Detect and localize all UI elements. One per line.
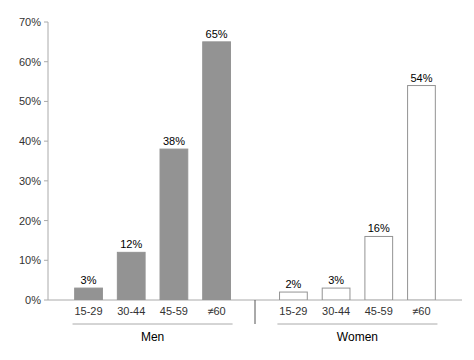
y-tick [44,300,48,301]
data-label: 3% [328,274,344,286]
group-bracket [73,324,233,325]
data-label: 54% [410,72,432,84]
y-tick-label: 10% [19,254,41,266]
data-label: 38% [163,135,185,147]
chart: 0% 10% 20% 30% 40% 50% 60% 70% 15-29 30-44 45-59 ≠6… [0,0,474,360]
x-tick-label: 45-59 [160,305,188,317]
y-axis-line [48,22,49,300]
x-axis: 15-29 30-44 45-59 ≠60 Men 15-29 30-44 45-59 ≠60 W… [48,300,462,344]
data-label: 2% [285,278,301,290]
data-label: 16% [368,222,390,234]
y-tick-label: 20% [19,215,41,227]
group-separator [255,300,256,324]
x-tick-label: 15-29 [74,305,102,317]
y-tick-label: 50% [19,95,41,107]
x-tick-label: ≠60 [412,305,430,317]
data-labels: 3% 12% 38% 65% 2% 3% 16% 54% [81,28,433,290]
y-tick [44,180,48,181]
data-label: 3% [81,274,97,286]
data-label: 65% [206,28,228,40]
group-label: Women [337,330,378,344]
y-tick [44,220,48,221]
bar [408,86,436,300]
y-tick [44,61,48,62]
y-tick [44,22,48,23]
y-tick [44,141,48,142]
y-axis: 0% 10% 20% 30% 40% 50% 60% 70% [19,16,48,306]
bar [75,288,103,300]
bar [203,42,231,300]
data-label: 12% [120,238,142,250]
bar [160,149,188,300]
x-tick-label: 45-59 [365,305,393,317]
bars [75,42,436,300]
x-tick-label: 15-29 [279,305,307,317]
x-tick-label: 30-44 [322,305,350,317]
y-tick [44,260,48,261]
bar [365,236,393,300]
y-tick [44,101,48,102]
bar [117,252,145,300]
bar [322,288,350,300]
y-tick-label: 40% [19,135,41,147]
y-tick-label: 30% [19,175,41,187]
bar [280,292,308,300]
y-tick-label: 0% [25,294,41,306]
group-bracket [277,324,437,325]
x-tick-label: 30-44 [117,305,145,317]
y-tick-label: 60% [19,56,41,68]
chart-container: 0% 10% 20% 30% 40% 50% 60% 70% 15-29 30-44 45-59 ≠6… [0,0,474,360]
y-tick-label: 70% [19,16,41,28]
x-tick-label: ≠60 [207,305,225,317]
group-label: Men [141,330,164,344]
